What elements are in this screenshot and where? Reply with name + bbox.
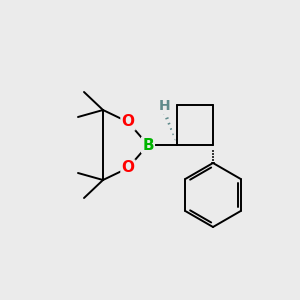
Text: H: H xyxy=(159,99,171,113)
Text: O: O xyxy=(122,160,134,175)
Text: B: B xyxy=(142,137,154,152)
Text: O: O xyxy=(122,115,134,130)
